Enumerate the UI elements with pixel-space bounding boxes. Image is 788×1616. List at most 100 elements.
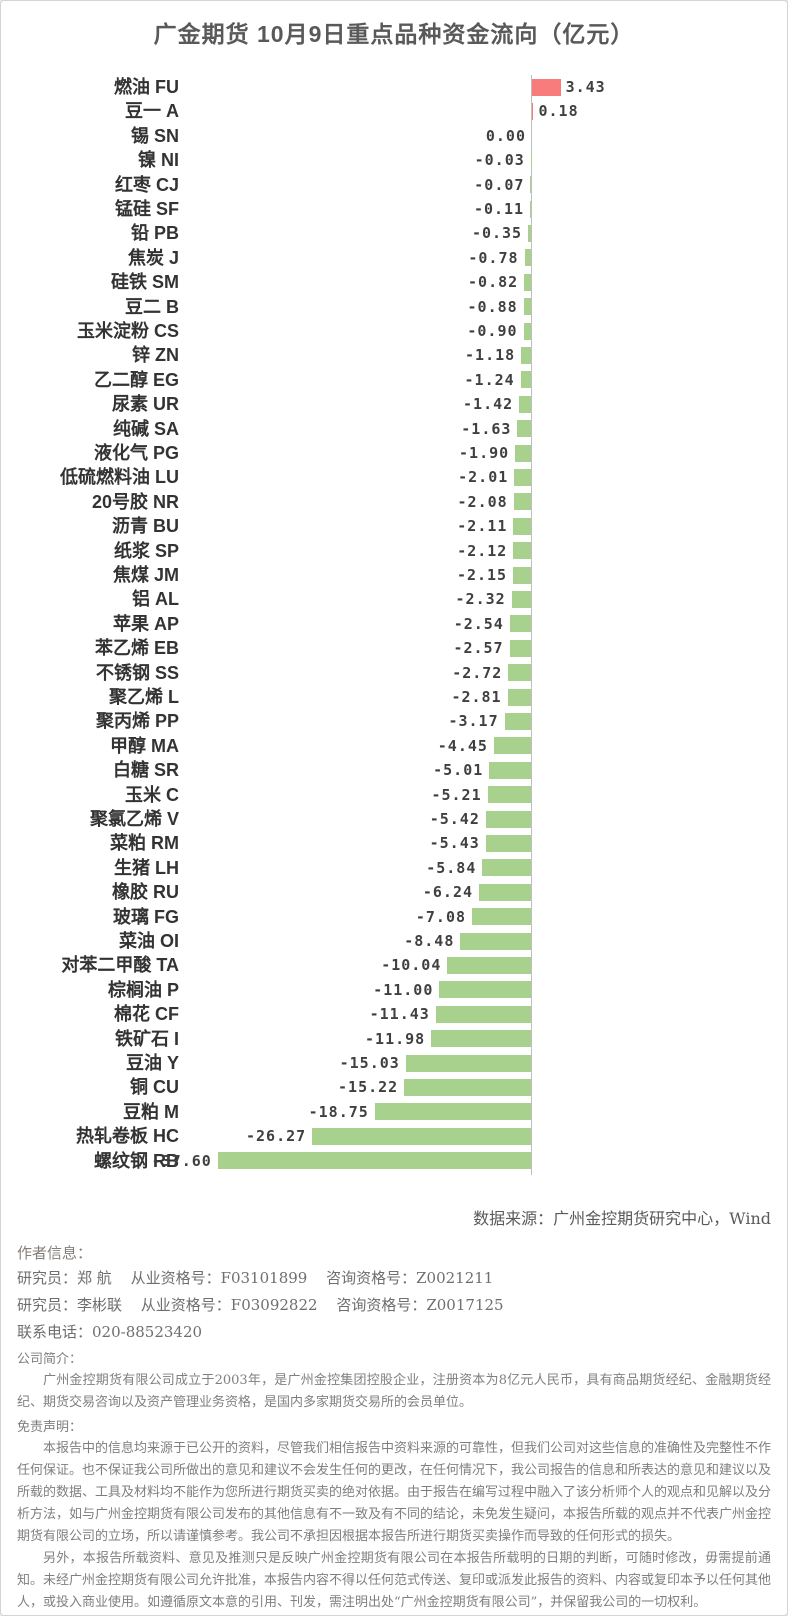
chart-row: 螺纹钢 RB -37.60 (1, 1149, 787, 1173)
value-label: -2.32 (455, 590, 506, 609)
outflow-bar (493, 737, 531, 755)
outflow-bar (520, 371, 531, 389)
value-label: -1.90 (459, 444, 510, 462)
chart-row: 玻璃 FG -7.08 (1, 905, 787, 929)
chart-row: 聚丙烯 PP -3.17 (1, 709, 787, 733)
category-label: 燃油 FU (114, 77, 179, 97)
category-label: 聚丙烯 PP (95, 711, 179, 732)
category-label: 玻璃 FG (113, 906, 179, 927)
report-footer: 数据来源：广州金控期货研究中心，Wind 作者信息： 研究员：郑 航 从业资格号… (1, 1205, 787, 1614)
outflow-bar (530, 151, 532, 169)
chart-row: 纸浆 SP -2.12 (1, 539, 787, 563)
value-label: -2.57 (453, 639, 504, 658)
category-label: 豆二 B (125, 296, 179, 317)
outflow-bar (460, 932, 531, 950)
category-label: 生猪 LH (114, 857, 179, 878)
category-label: 豆粕 M (123, 1101, 179, 1122)
chart-row: 锌 ZN -1.18 (1, 343, 787, 367)
outflow-bar (435, 1005, 531, 1023)
chart-row: 生猪 LH -5.84 (1, 856, 787, 880)
category-label: 玉米 C (125, 784, 179, 805)
value-label: -2.15 (456, 566, 508, 584)
researcher-role-name: 研究员：李彬联 (17, 1296, 123, 1314)
value-label: -15.03 (339, 1054, 400, 1072)
value-label: -2.01 (458, 468, 509, 487)
chart-row: 低硫燃料油 LU -2.01 (1, 465, 787, 489)
chart-row: 纯碱 SA -1.63 (1, 417, 787, 441)
value-label: -8.48 (404, 932, 455, 950)
value-label: -2.81 (451, 688, 502, 706)
outflow-bar (405, 1054, 531, 1072)
outflow-bar (513, 566, 531, 584)
category-label: 乙二醇 EG (93, 369, 179, 390)
value-label: -5.42 (429, 810, 480, 828)
researcher-line: 研究员：李彬联 从业资格号：F03092822 咨询资格号：Z0017125 (17, 1292, 771, 1319)
category-label: 甲醇 MA (110, 735, 179, 756)
outflow-bar (517, 420, 531, 438)
category-label: 液化气 PG (93, 443, 179, 463)
category-label: 铁矿石 I (114, 1028, 179, 1049)
disclaimer-paragraph: 本报告中的信息均来源于已公开的资料，尽管我们相信报告中资料来源的可靠性，但我们公… (17, 1441, 772, 1544)
outflow-bar (509, 615, 531, 633)
category-label: 沥青 BU (112, 516, 179, 537)
chart-row: 铁矿石 I -11.98 (1, 1027, 787, 1051)
value-label: -3.17 (448, 712, 499, 731)
category-label: 锰硅 SF (114, 199, 179, 219)
value-label: -5.21 (431, 785, 482, 804)
researcher-consult-no: 咨询资格号：Z0017125 (336, 1296, 504, 1314)
chart-row: 棕榈油 P -11.00 (1, 978, 787, 1002)
category-label: 纸浆 SP (113, 540, 179, 561)
chart-row: 菜油 OI -8.48 (1, 929, 787, 953)
category-label: 纯碱 SA (112, 418, 179, 439)
outflow-bar (312, 1127, 531, 1145)
value-label: -2.08 (457, 492, 508, 511)
researcher-practice-no: 从业资格号：F03101899 (130, 1269, 308, 1287)
outflow-bar (530, 200, 532, 218)
outflow-bar (431, 1030, 531, 1048)
outflow-bar (515, 444, 531, 462)
category-label: 聚氯乙烯 V (89, 809, 179, 829)
author-info-heading: 作者信息： (17, 1244, 93, 1262)
outflow-bar (489, 761, 531, 779)
outflow-bar (509, 639, 531, 657)
outflow-bar (485, 810, 531, 828)
outflow-bar (528, 225, 531, 243)
chart-row: 豆油 Y -15.03 (1, 1051, 787, 1075)
chart-row: 对苯二甲酸 TA -10.04 (1, 953, 787, 977)
value-label: -2.12 (457, 541, 508, 560)
chart-row: 豆二 B -0.88 (1, 295, 787, 319)
category-label: 镍 NI (137, 150, 179, 171)
chart-row: 铝 AL -2.32 (1, 587, 787, 611)
category-label: 豆油 Y (125, 1053, 179, 1073)
outflow-bar (513, 517, 531, 535)
value-label: -26.27 (245, 1127, 307, 1146)
outflow-bar (523, 322, 531, 340)
outflow-bar (519, 395, 531, 413)
outflow-bar (447, 957, 531, 975)
category-label: 螺纹钢 RB (94, 1150, 179, 1171)
chart-row: 苯乙烯 EB -2.57 (1, 636, 787, 660)
outflow-bar (439, 981, 531, 999)
inflow-bar (532, 103, 534, 121)
outflow-bar (523, 298, 531, 316)
category-label: 红枣 CJ (114, 174, 179, 195)
data-source: 数据来源：广州金控期货研究中心，Wind (473, 1209, 771, 1228)
chart-row: 菜粕 RM -5.43 (1, 831, 787, 855)
chart-row: 苹果 AP -2.54 (1, 612, 787, 636)
outflow-bar (513, 493, 531, 511)
value-label: 0.00 (485, 126, 526, 145)
category-label: 锡 SN (130, 125, 179, 146)
chart-row: 不锈钢 SS -2.72 (1, 661, 787, 685)
category-label: 苹果 AP (112, 613, 179, 634)
chart-row: 乙二醇 EG -1.24 (1, 368, 787, 392)
value-label: -0.07 (474, 175, 525, 194)
disclaimer-heading: 免责声明： (17, 1420, 83, 1435)
chart-row: 玉米淀粉 CS -0.90 (1, 319, 787, 343)
category-label: 不锈钢 SS (95, 662, 179, 683)
value-label: -1.18 (465, 346, 516, 365)
category-label: 玉米淀粉 CS (76, 321, 179, 341)
outflow-bar (511, 591, 531, 609)
outflow-bar (472, 908, 531, 926)
contact-phone: 联系电话：020-88523420 (17, 1323, 203, 1341)
outflow-bar (217, 1152, 531, 1170)
